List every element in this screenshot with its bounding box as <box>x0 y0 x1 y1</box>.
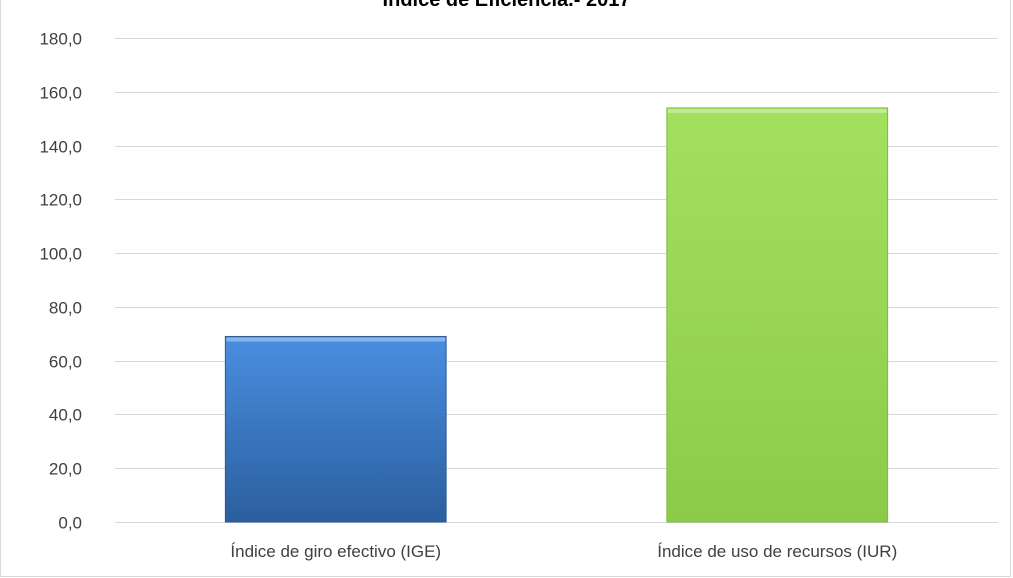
y-tick-label: 20,0 <box>49 460 82 479</box>
y-tick-label: 80,0 <box>49 299 82 318</box>
y-tick-label: 120,0 <box>39 191 82 210</box>
bar-highlight <box>667 108 887 113</box>
y-tick-label: 60,0 <box>49 353 82 372</box>
bar-2 <box>666 107 889 523</box>
y-axis-ticks: 0,0 20,0 40,0 60,0 80,0 100,0 120,0 140,0 160,0 1… <box>39 30 82 533</box>
y-tick-label: 160,0 <box>39 84 82 103</box>
y-tick-label: 140,0 <box>39 138 82 157</box>
chart-title: Índice de Eficiencia.- 2017 <box>382 0 631 11</box>
y-tick-label: 100,0 <box>39 245 82 264</box>
bars <box>224 107 889 523</box>
y-tick-label: 180,0 <box>39 30 82 49</box>
y-tick-label: 0,0 <box>58 514 82 533</box>
y-tick-label: 40,0 <box>49 406 82 425</box>
x-axis-labels: Índice de giro efectivo (IGE) Índice de u… <box>230 542 897 561</box>
bar-highlight <box>226 337 446 342</box>
x-category-label: Índice de giro efectivo (IGE) <box>230 542 441 561</box>
x-category-label: Índice de uso de recursos (IUR) <box>657 542 897 561</box>
bar-1 <box>224 335 447 523</box>
